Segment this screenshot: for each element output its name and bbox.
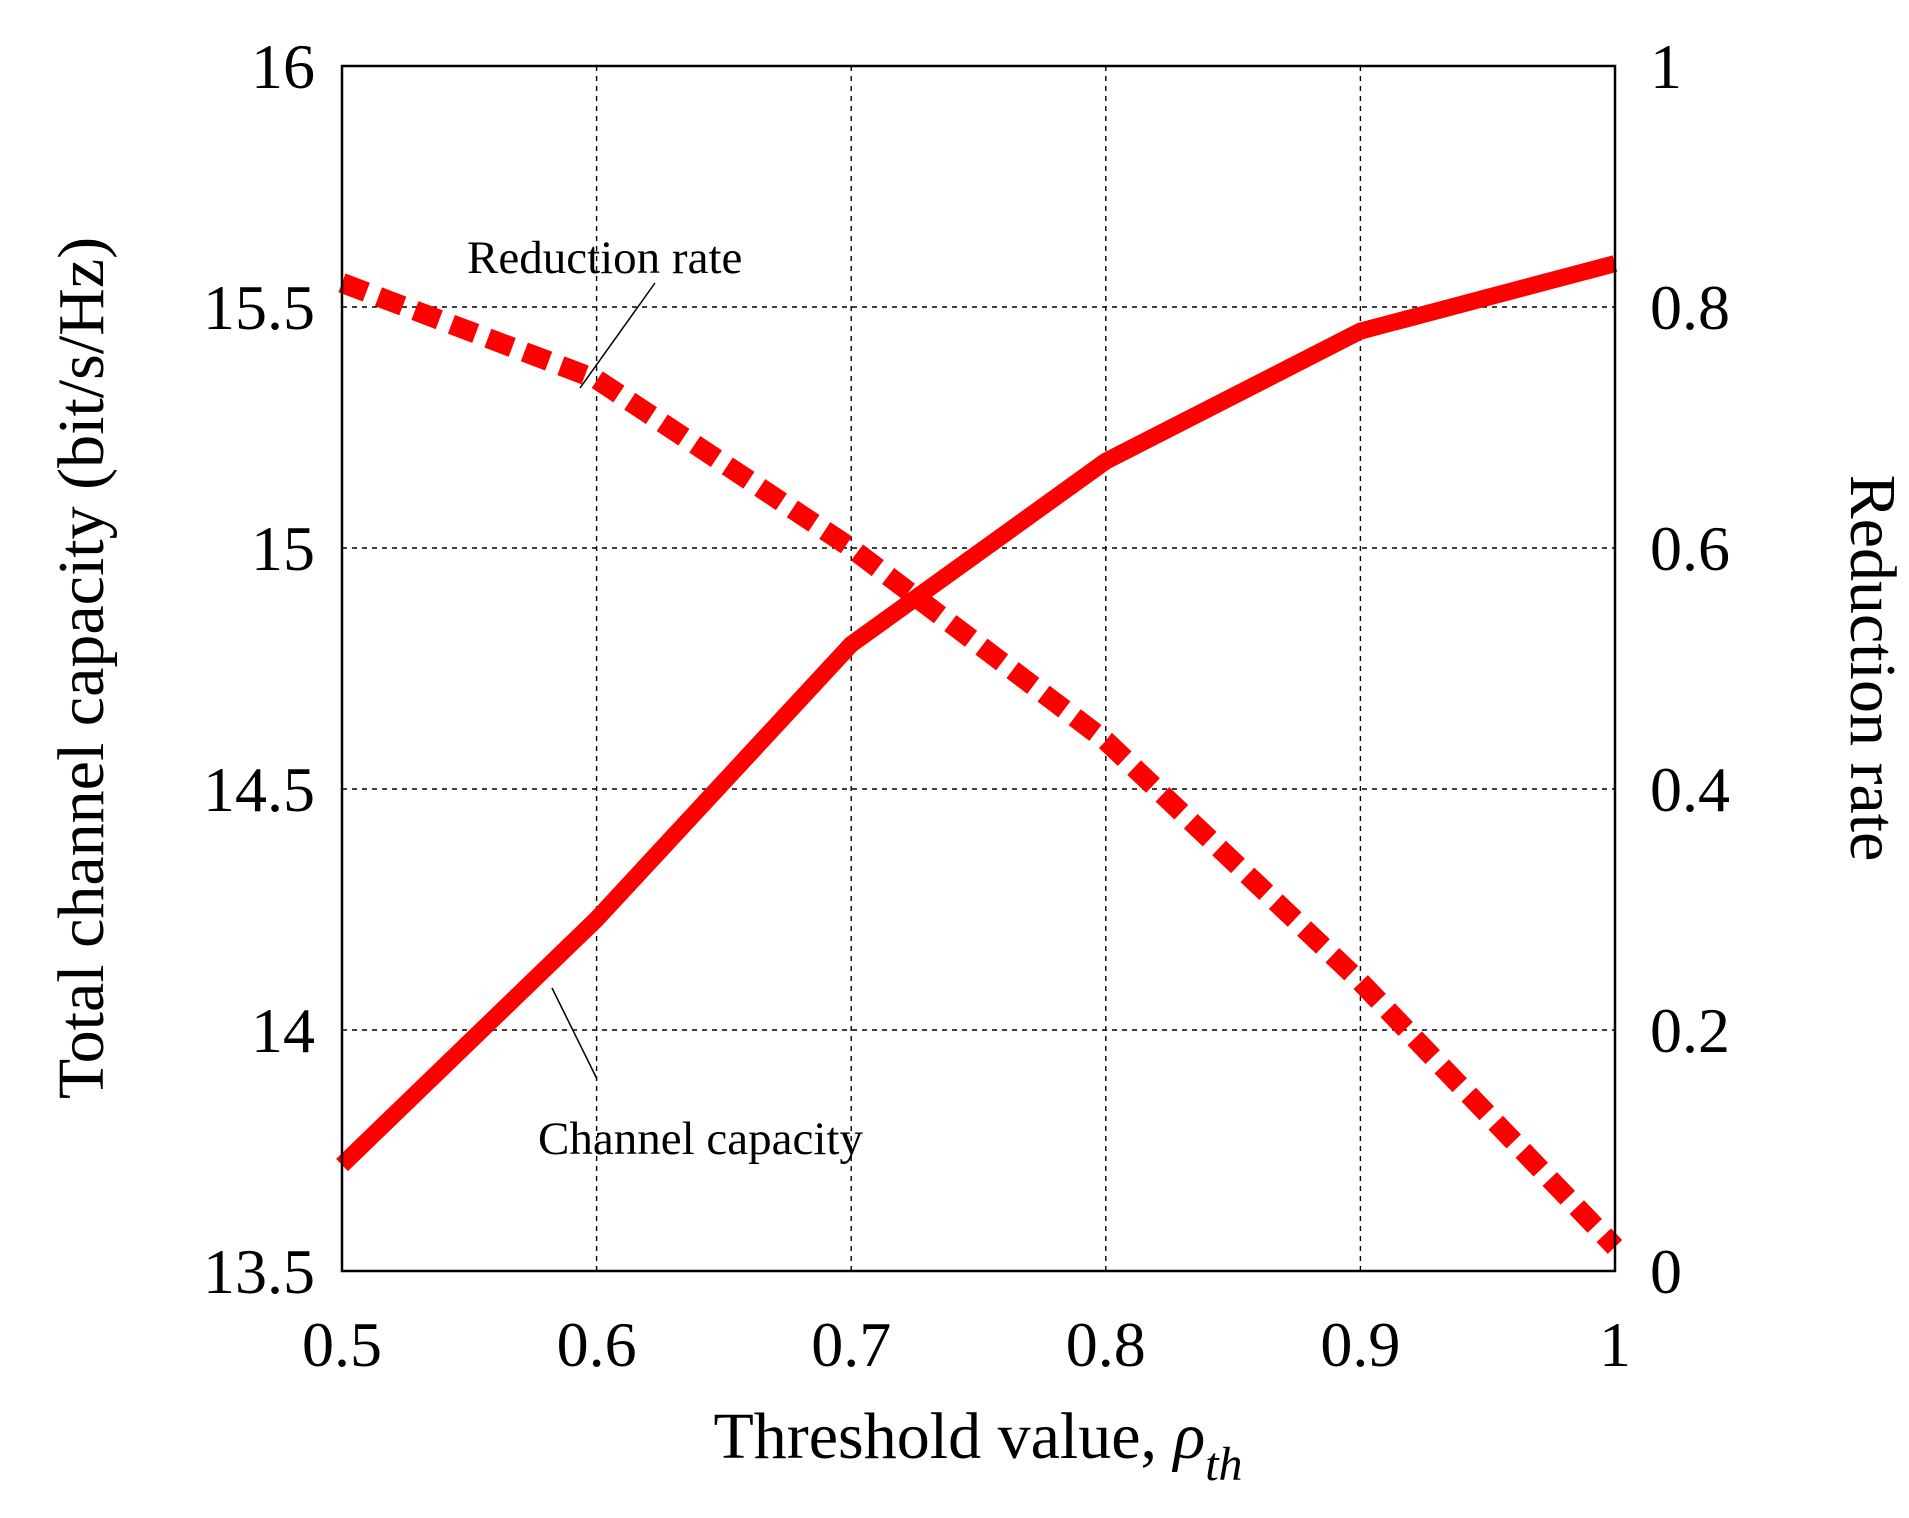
y2-axis-title: Reduction rate [1836, 475, 1909, 862]
plot-frame [340, 64, 1617, 1273]
annotations: Reduction rate Channel capacity [467, 232, 863, 1165]
annotation-leader-1 [551, 987, 598, 1080]
tick-labels: 0.5 0.6 0.7 0.8 0.9 1 13.5 14 14.5 15 15.5 16 0 0.2 0.… [203, 31, 1730, 1380]
x-tick-label-1: 0.6 [557, 1309, 637, 1380]
x-axis-title: Threshold value, ρth [713, 1400, 1242, 1491]
y-tick-label-3: 15 [251, 513, 315, 584]
y2-tick-label-1: 0.2 [1650, 995, 1730, 1066]
y-tick-label-5: 16 [251, 31, 315, 102]
y2-tick-label-3: 0.6 [1650, 513, 1730, 584]
reduction-rate-line [338, 273, 1623, 1254]
y2-tick-label-4: 0.8 [1650, 272, 1730, 343]
annotation-leader-0 [579, 282, 656, 389]
channel-capacity-line [336, 255, 1618, 1172]
y-axis-title: Total channel capacity (bit/s/Hz) [45, 237, 118, 1099]
x-tick-label-3: 0.8 [1066, 1309, 1146, 1380]
y2-tick-label-0: 0 [1650, 1236, 1682, 1307]
x-tick-label-5: 1 [1599, 1309, 1631, 1380]
x-axis-symbol: ρ [1172, 1400, 1206, 1473]
x-tick-label-0: 0.5 [302, 1309, 382, 1380]
series-layer [336, 255, 1623, 1254]
x-tick-label-4: 0.9 [1320, 1309, 1400, 1380]
y2-tick-label-5: 1 [1650, 31, 1682, 102]
y-tick-label-2: 14.5 [203, 754, 315, 825]
y-tick-label-4: 15.5 [203, 272, 315, 343]
y-tick-label-1: 14 [251, 995, 315, 1066]
annotation-label-0: Reduction rate [467, 232, 742, 284]
x-axis-subscript: th [1205, 1438, 1242, 1491]
x-axis-title-text: Threshold value, [713, 1400, 1173, 1473]
y-tick-label-0: 13.5 [203, 1236, 315, 1307]
x-tick-label-2: 0.7 [811, 1309, 891, 1380]
annotation-label-1: Channel capacity [538, 1113, 863, 1165]
y2-tick-label-2: 0.4 [1650, 754, 1730, 825]
